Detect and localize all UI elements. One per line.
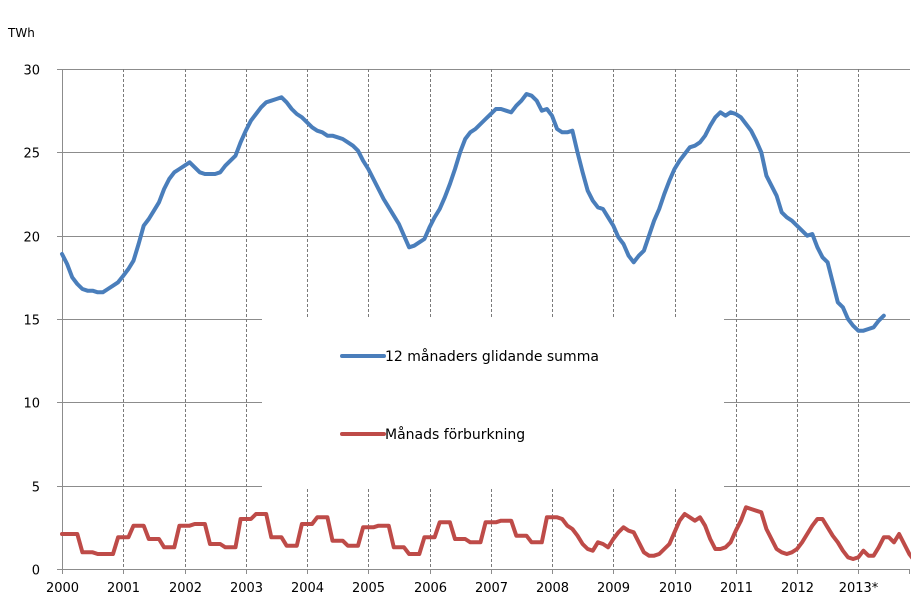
x-tick-label: 2005 (352, 581, 385, 596)
x-tick-label: 2000 (46, 581, 79, 596)
x-tick-label: 2007 (475, 581, 508, 596)
y-tick-label: 20 (23, 231, 40, 246)
x-tick-label: 2009 (597, 581, 630, 596)
x-axis-ticks: 2000 2001 2002 2003 2004 2005 2006 2007 2008 2009… (46, 581, 879, 596)
y-tick-label: 30 (23, 64, 40, 79)
y-tick-label: 15 (23, 314, 40, 329)
x-tick-label: 2008 (536, 581, 569, 596)
x-tick-label: 2011 (720, 581, 753, 596)
y-tick-label: 0 (32, 564, 40, 579)
series-line-1 (62, 507, 911, 560)
y-tick-label: 10 (23, 397, 40, 412)
x-tick-label: 2001 (107, 581, 140, 596)
y-axis-ticks: 0 5 10 15 20 25 30 (23, 64, 40, 579)
x-tick-label: 2012 (781, 581, 814, 596)
legend-box (262, 318, 724, 488)
y-axis-unit: TWh (7, 26, 35, 40)
x-tick-label: 2013* (839, 581, 879, 596)
x-tick-label: 2003 (230, 581, 263, 596)
y-tick-label: 25 (23, 147, 40, 162)
legend-label-monthly: Månads förburkning (385, 426, 525, 443)
x-tick-label: 2006 (414, 581, 447, 596)
x-tick-label: 2002 (169, 581, 202, 596)
x-tick-label: 2010 (659, 581, 692, 596)
legend-label-rolling-sum: 12 månaders glidande summa (385, 348, 599, 365)
legend: 12 månaders glidande summa Månads förbur… (262, 318, 724, 488)
x-tick-label: 2004 (291, 581, 324, 596)
y-tick-label: 5 (32, 481, 40, 496)
